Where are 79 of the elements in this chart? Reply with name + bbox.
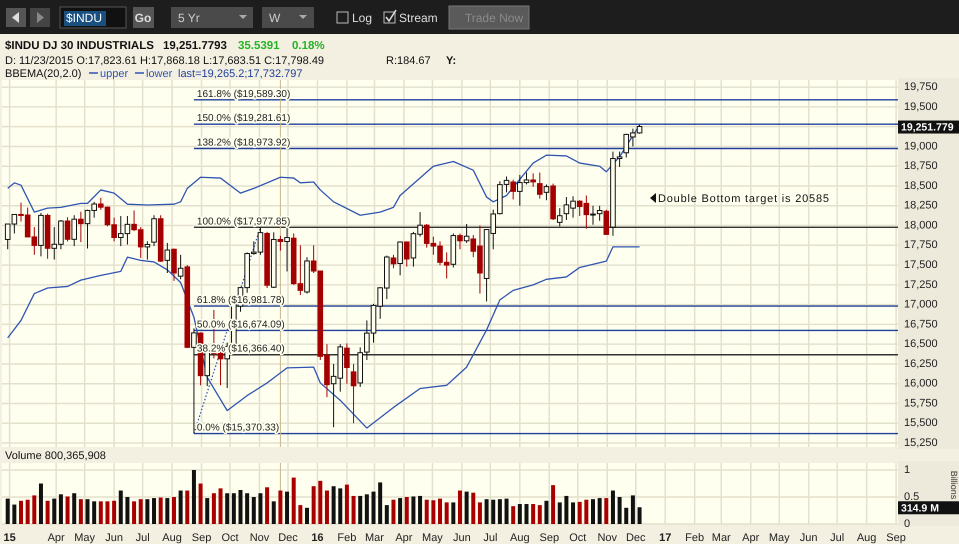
x-tick-label: Dec [278, 532, 298, 544]
x-tick-label: Aug [856, 532, 876, 544]
legend-title: BBEMA(20,2.0) [5, 68, 82, 80]
legend-label: lower [146, 68, 173, 80]
y-tick-label: 0.5 [904, 490, 920, 503]
text: 5 Yr [178, 11, 200, 25]
y-tick-label: 17,250 [904, 278, 938, 291]
text: 314.9 M [901, 502, 940, 514]
text: $INDU [66, 11, 102, 25]
y-tick-label: 17,500 [904, 258, 938, 271]
x-tick-label: Sep [192, 532, 212, 544]
x-tick-label: Apr [395, 532, 413, 544]
y-tick-label: 19,500 [904, 100, 938, 113]
x-tick-label: Jul [483, 532, 498, 544]
y-axis-title: Billions [949, 470, 959, 500]
x-tick-label: Oct [569, 532, 586, 544]
text: W [269, 11, 281, 25]
text: D: 11/23/2015 O:17,823.61 H:17,868.18 L:17,683.51 C:17,798.49 [5, 55, 324, 67]
x-tick-label: Nov [250, 532, 270, 544]
y-tick-label: 15,500 [904, 417, 938, 430]
y-tick-label: 18,500 [904, 180, 938, 192]
text: 0.18% [292, 40, 325, 52]
x-tick-label: Nov [597, 532, 618, 544]
x-tick-label: 17 [659, 532, 672, 544]
y-tick-label: 18,250 [904, 200, 938, 212]
text: 19,251.7793 [163, 40, 227, 52]
text: Stream [399, 11, 438, 25]
x-tick-label: Apr [742, 532, 760, 544]
y-tick-label: 1 [904, 464, 910, 476]
x-tick-label: Mar [364, 532, 384, 544]
y-tick-label: 18,750 [904, 160, 938, 172]
text: R:184.67 [386, 55, 431, 67]
x-tick-label: Jun [800, 532, 818, 544]
x-tick-label: Aug [510, 532, 530, 544]
y-tick-label: 15,750 [904, 397, 938, 410]
chart-title: Volume 800,365,908 [5, 450, 106, 462]
y-tick-label: 16,250 [904, 358, 938, 370]
text: Go [134, 11, 152, 25]
ref-line-label: 161.8% ($19,589.30) [196, 88, 290, 100]
y-tick-label: 19,750 [904, 81, 938, 94]
x-tick-label: May [422, 532, 444, 544]
x-tick-label: Feb [685, 532, 704, 544]
x-tick-label: Jul [830, 532, 844, 544]
annotation: last=19,265.2;17,732.797 [178, 68, 302, 80]
ref-line-label: 100.0% ($17,977.85) [196, 216, 290, 228]
text: 19,251.779 [901, 122, 954, 134]
y-tick-label: 16,750 [904, 318, 938, 330]
chart-title: $INDU DJ 30 INDUSTRIALS [5, 40, 154, 52]
x-tick-label: Jun [105, 532, 123, 544]
x-tick-label: May [768, 532, 790, 544]
y-tick-label: 0 [904, 518, 910, 530]
x-tick-label: Aug [162, 532, 182, 544]
x-tick-label: Feb [337, 532, 356, 544]
y-tick-label: 17,000 [904, 298, 938, 311]
x-tick-label: May [74, 532, 96, 544]
x-tick-label: 15 [3, 532, 16, 544]
annotation: Double Bottom target is 20585 [658, 193, 830, 205]
x-tick-label: Sep [540, 532, 560, 544]
x-tick-label: Oct [221, 532, 239, 544]
y-tick-label: 19,000 [904, 140, 938, 152]
x-tick-label: Dec [626, 532, 646, 544]
x-tick-label: Sep [886, 532, 906, 544]
text: Log [352, 11, 372, 25]
text: Y: [446, 55, 456, 67]
x-tick-label: Jun [453, 532, 471, 544]
y-tick-label: 17,750 [904, 239, 938, 252]
x-tick-label: Apr [48, 532, 66, 544]
x-tick-label: 16 [311, 532, 324, 544]
y-tick-label: 16,000 [904, 378, 938, 390]
x-tick-label: Mar [712, 532, 732, 544]
ref-line-label: 138.2% ($18,973.92) [196, 138, 290, 148]
y-tick-label: 18,000 [904, 219, 938, 232]
ref-line-label: 150.0% ($19,281.61) [196, 113, 290, 124]
x-tick-label: Jul [136, 532, 150, 544]
text: 35.5391 [238, 40, 280, 52]
y-tick-label: 16,500 [904, 338, 938, 350]
ref-line-label: 0.0% ($15,370.33) [196, 422, 280, 434]
y-tick-label: 15,250 [904, 436, 938, 449]
legend-label: upper [100, 68, 128, 80]
